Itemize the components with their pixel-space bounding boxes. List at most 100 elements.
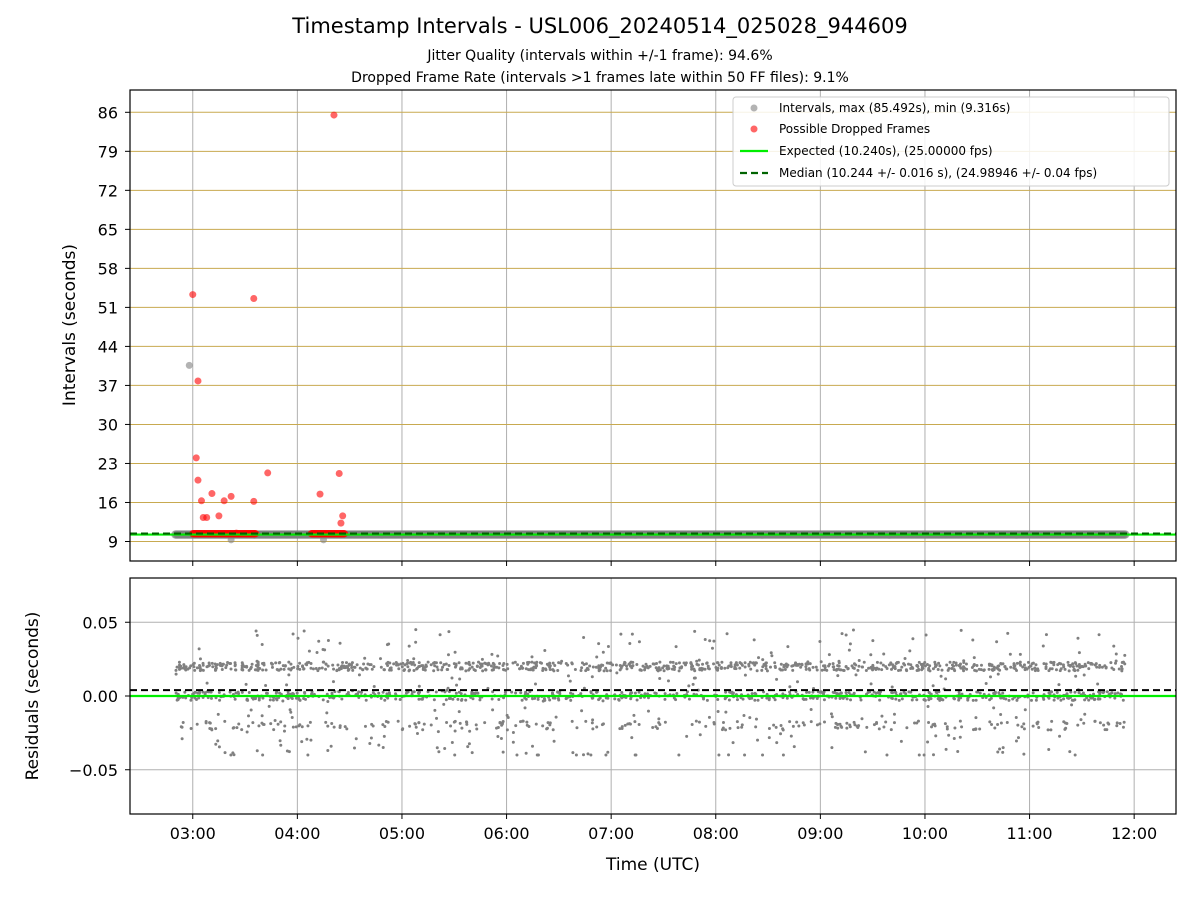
residual-point — [773, 664, 777, 668]
residual-point — [1001, 691, 1005, 695]
residual-point — [779, 662, 783, 666]
residual-point — [1098, 721, 1102, 725]
residual-point — [836, 674, 840, 678]
residual-point — [958, 719, 962, 723]
residual-point — [748, 660, 752, 664]
residual-point — [736, 726, 740, 730]
residual-point — [1020, 725, 1024, 729]
residual-point — [449, 724, 453, 728]
residual-point — [254, 629, 258, 633]
top-y-tick-label: 16 — [98, 493, 118, 512]
x-tick-label: 05:00 — [379, 824, 425, 843]
residual-point — [691, 682, 695, 686]
residual-point — [1063, 727, 1067, 731]
residual-point — [1069, 690, 1073, 694]
residual-point — [305, 737, 309, 741]
residual-point — [899, 668, 903, 672]
top-y-tick-label: 65 — [98, 220, 118, 239]
top-y-tick-label: 37 — [98, 376, 118, 395]
residual-point — [506, 667, 510, 671]
residual-point — [669, 660, 673, 664]
residual-point — [839, 668, 843, 672]
residual-point — [926, 740, 930, 744]
residual-point — [863, 750, 867, 754]
residual-point — [548, 723, 552, 727]
residual-point — [841, 696, 845, 700]
residual-point — [795, 680, 799, 684]
residual-point — [514, 724, 518, 728]
residual-point — [446, 653, 450, 657]
residual-point — [920, 666, 924, 670]
residual-point — [658, 723, 662, 727]
residual-point — [317, 639, 321, 643]
residual-point — [1052, 663, 1056, 667]
residual-point — [294, 696, 298, 700]
residual-point — [292, 665, 296, 669]
residual-point — [1031, 691, 1035, 695]
residual-point — [830, 715, 834, 719]
residual-point — [1082, 673, 1086, 677]
residual-point — [948, 660, 952, 664]
residual-point — [394, 697, 398, 701]
dropped-frame-point — [208, 490, 216, 498]
residual-point — [601, 699, 605, 703]
residual-point — [657, 666, 661, 670]
residual-point — [785, 696, 789, 700]
residual-point — [413, 722, 417, 726]
residual-point — [710, 646, 714, 650]
residual-point — [1095, 665, 1099, 669]
residual-point — [900, 665, 904, 669]
residual-point — [595, 725, 599, 729]
residual-point — [553, 663, 557, 667]
residual-point — [859, 698, 863, 702]
residual-point — [663, 697, 667, 701]
residual-point — [326, 700, 330, 704]
residual-point — [283, 664, 287, 668]
residual-point — [483, 721, 487, 725]
residual-point — [783, 667, 787, 671]
residual-point — [972, 662, 976, 666]
residual-point — [475, 664, 479, 668]
residual-point — [1119, 664, 1123, 668]
residual-point — [619, 632, 623, 636]
dropped-frame-point — [192, 454, 200, 462]
residual-point — [294, 725, 298, 729]
residual-point — [218, 698, 222, 702]
residual-point — [1065, 692, 1069, 696]
residual-point — [268, 698, 272, 702]
residual-point — [988, 675, 992, 679]
residual-point — [1042, 662, 1046, 666]
residual-point — [208, 721, 212, 725]
residual-point — [591, 718, 595, 722]
residual-point — [1022, 722, 1026, 726]
residual-point — [832, 668, 836, 672]
residual-point — [808, 662, 812, 666]
residual-point — [573, 667, 577, 671]
residual-point — [362, 662, 366, 666]
residual-point — [1008, 652, 1012, 656]
residual-point — [302, 667, 306, 671]
residual-point — [723, 666, 727, 670]
residual-point — [379, 657, 383, 661]
residual-point — [960, 692, 964, 696]
residual-point — [370, 667, 374, 671]
residual-point — [860, 665, 864, 669]
residual-point — [417, 684, 421, 688]
residual-point — [210, 728, 214, 732]
residual-point — [198, 657, 202, 661]
residual-point — [1005, 720, 1009, 724]
residual-point — [315, 650, 319, 654]
residual-point — [754, 717, 758, 721]
residual-point — [582, 662, 586, 666]
residual-point — [854, 673, 858, 677]
residual-point — [925, 663, 929, 667]
residual-point — [249, 708, 253, 712]
residual-point — [706, 664, 710, 668]
residual-point — [235, 726, 239, 730]
residual-point — [778, 667, 782, 671]
residual-point — [481, 669, 485, 673]
residual-point — [320, 666, 324, 670]
residual-point — [783, 664, 787, 668]
residual-point — [739, 662, 743, 666]
interval-point — [320, 536, 328, 544]
